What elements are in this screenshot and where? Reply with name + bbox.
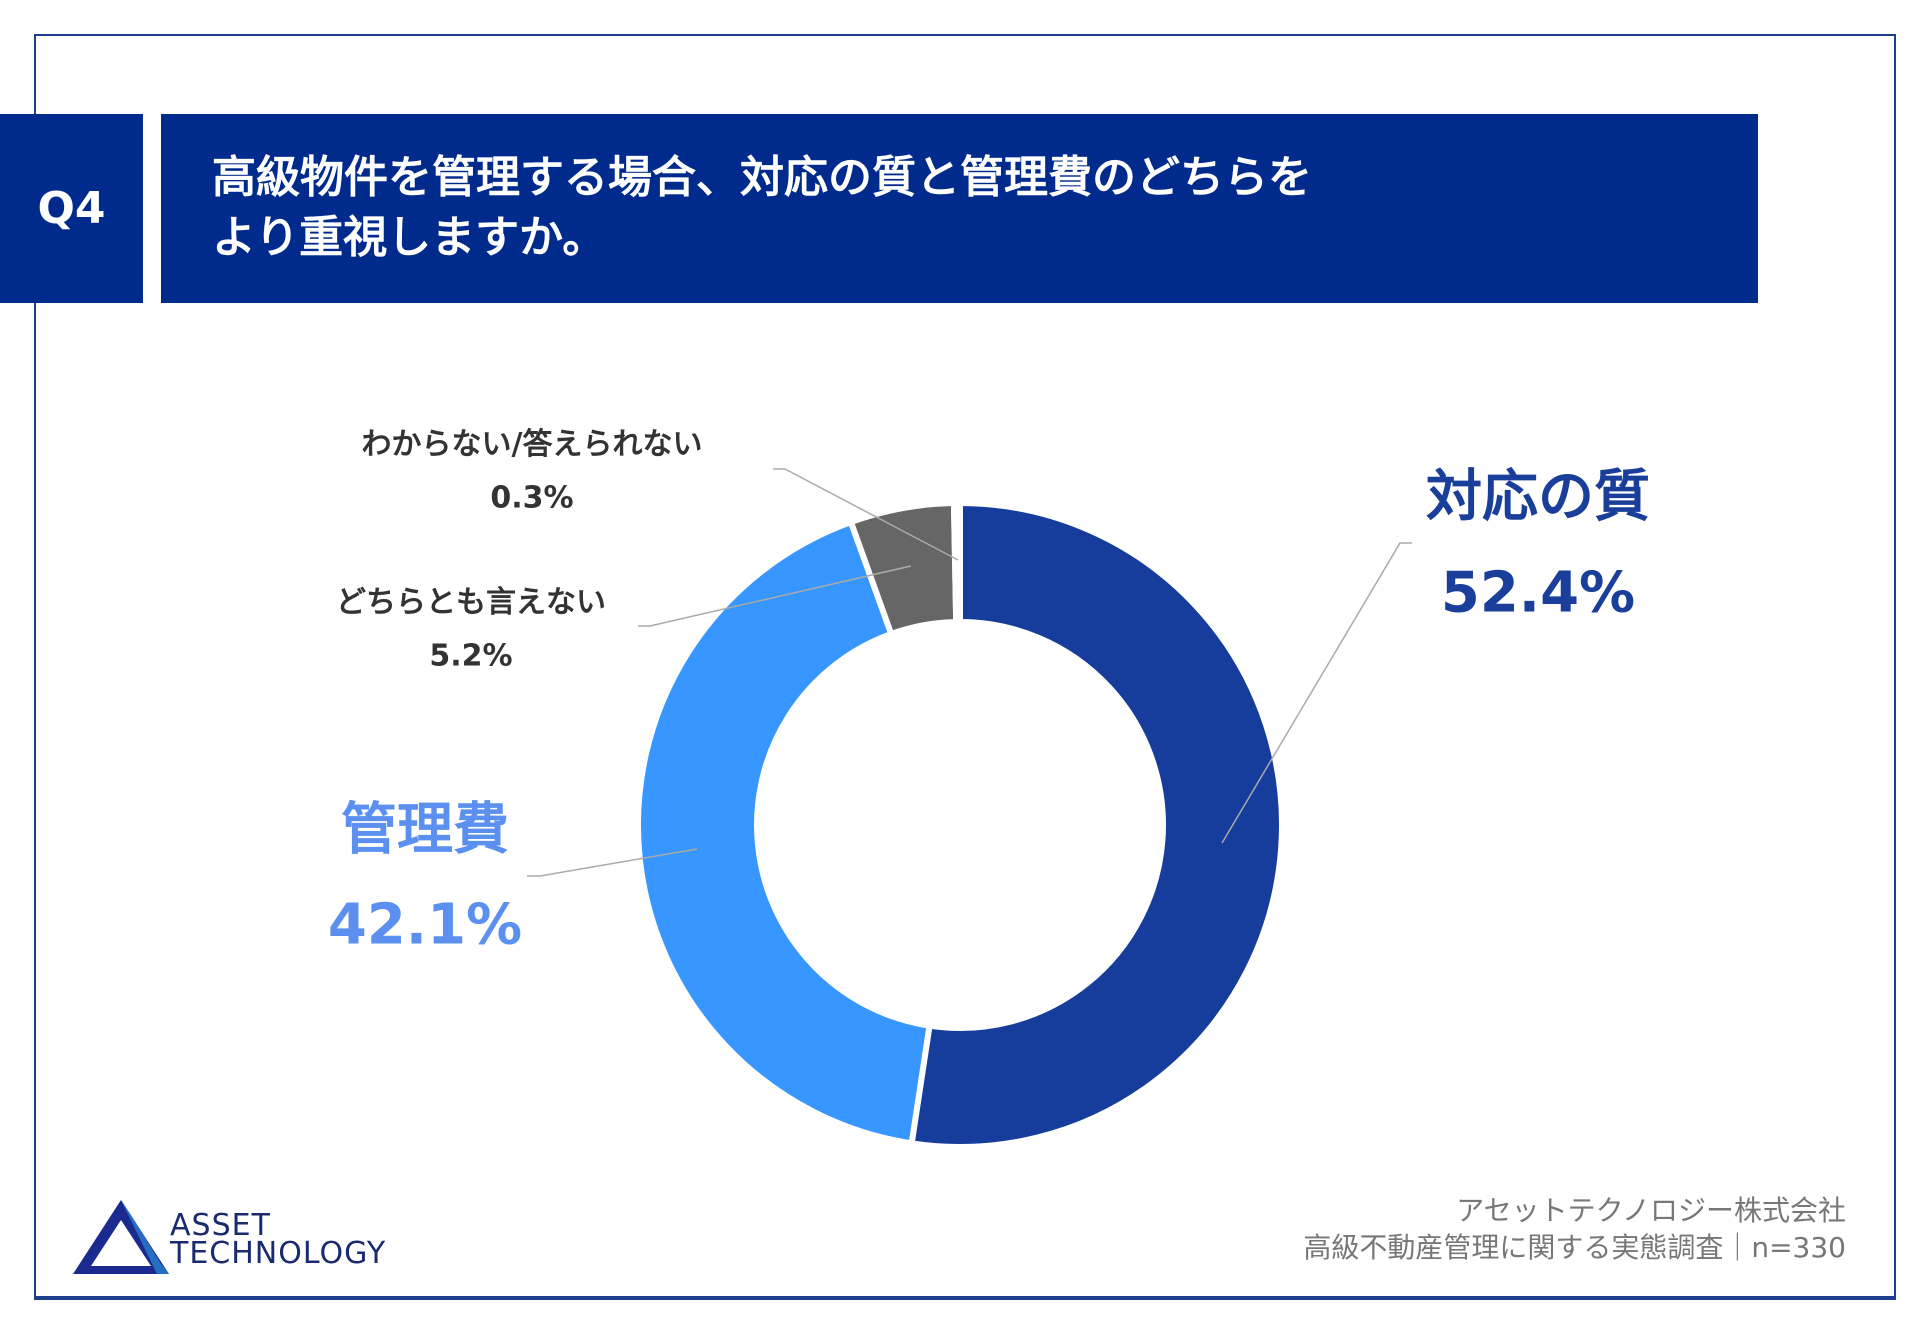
donut-slice-unknown: [950, 499, 963, 626]
leader-line-neither: [638, 565, 912, 627]
footer-survey: 高級不動産管理に関する実態調査｜n=330: [1303, 1231, 1846, 1264]
slice-label-fee: 管理費: [341, 797, 509, 863]
donut-slice-fee: [635, 518, 933, 1147]
title-line-1: 高級物件を管理する場合、対応の質と管理費のどちらを: [212, 152, 1312, 203]
question-number: Q4: [0, 114, 143, 303]
slice-value-unknown: 0.3%: [490, 480, 574, 516]
slice-label-neither: どちらとも言えない: [336, 585, 606, 620]
slice-value-neither: 5.2%: [429, 638, 513, 674]
company-logo-icon: [73, 1200, 169, 1274]
slide-frame: [34, 34, 1896, 1300]
leader-line-quality: [1221, 542, 1412, 844]
footer-company: アセットテクノロジー株式会社: [1456, 1194, 1846, 1227]
leader-line-unknown: [773, 468, 959, 561]
footer-source: アセットテクノロジー株式会社 高級不動産管理に関する実態調査｜n=330: [1303, 1192, 1846, 1266]
slice-value-quality: 52.4%: [1440, 560, 1636, 626]
slice-value-fee: 42.1%: [327, 892, 523, 958]
logo-line-2: TECHNOLOGY: [170, 1236, 387, 1271]
slice-label-unknown: わからない/答えられない: [361, 427, 703, 462]
logo-line-1: ASSET: [170, 1208, 271, 1243]
leader-line-fee: [527, 848, 698, 877]
donut-slice-quality: [908, 499, 1285, 1150]
slice-label-quality: 対応の質: [1426, 464, 1650, 530]
question-title: 高級物件を管理する場合、対応の質と管理費のどちらを より重視しますか。: [161, 114, 1758, 303]
company-logo-text: ASSET TECHNOLOGY: [170, 1208, 387, 1271]
title-line-2: より重視しますか。: [212, 212, 607, 263]
